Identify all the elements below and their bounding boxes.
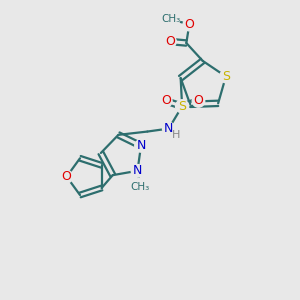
Text: N: N — [164, 122, 173, 135]
Circle shape — [131, 178, 149, 196]
Circle shape — [183, 18, 196, 31]
Text: N: N — [136, 140, 146, 152]
Text: CH₃: CH₃ — [131, 182, 150, 192]
Text: O: O — [161, 94, 171, 107]
Text: H: H — [172, 130, 180, 140]
Circle shape — [164, 35, 176, 48]
Text: O: O — [194, 94, 203, 107]
Circle shape — [60, 170, 73, 183]
Circle shape — [220, 70, 232, 83]
Circle shape — [163, 11, 180, 28]
Circle shape — [160, 95, 172, 107]
Circle shape — [192, 95, 205, 107]
Text: S: S — [222, 70, 230, 83]
Text: O: O — [165, 35, 175, 48]
Circle shape — [163, 122, 175, 135]
Text: N: N — [133, 164, 142, 177]
Text: CH₃: CH₃ — [162, 14, 181, 24]
Circle shape — [135, 140, 147, 152]
Circle shape — [131, 165, 144, 177]
Text: O: O — [62, 170, 72, 183]
Text: O: O — [184, 18, 194, 31]
Text: S: S — [178, 100, 186, 113]
Circle shape — [176, 100, 189, 113]
